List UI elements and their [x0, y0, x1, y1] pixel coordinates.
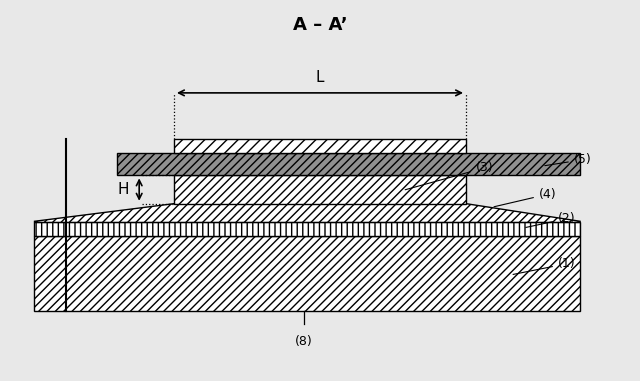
Text: (4): (4) — [494, 188, 557, 207]
Polygon shape — [35, 203, 580, 223]
Bar — [117, 153, 580, 176]
Text: (2): (2) — [525, 212, 575, 227]
Bar — [174, 139, 466, 153]
Text: H: H — [118, 182, 129, 197]
Text: (1): (1) — [513, 257, 575, 274]
Text: A – A’: A – A’ — [292, 16, 348, 34]
Bar — [174, 176, 466, 203]
Bar — [35, 223, 580, 235]
Text: (5): (5) — [545, 153, 591, 166]
Text: (8): (8) — [295, 335, 313, 348]
Text: L: L — [316, 70, 324, 85]
Text: (3): (3) — [405, 162, 493, 190]
Bar — [35, 235, 580, 311]
